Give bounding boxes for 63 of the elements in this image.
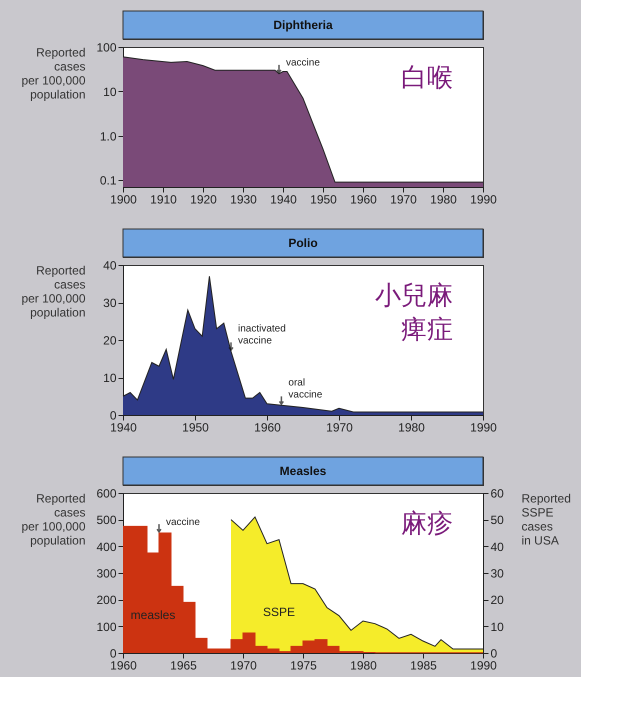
chart-title: Measles [280,464,327,478]
annotation: oral vaccine [288,377,323,400]
y-axis-title: Reported cases per 100,000 population [21,264,86,320]
y-tick-label: 20 [103,334,117,348]
y-tick-label: 0 [110,408,117,422]
y-tick-label: 30 [103,296,117,310]
x-tick-label: 1990 [470,658,498,672]
x-tick-label: 1985 [410,658,438,672]
y-tick-label: 300 [96,566,117,580]
x-tick-label: 1980 [430,192,458,206]
y-tick-label: 10 [103,84,117,99]
x-tick-label: 1975 [290,658,318,672]
x-tick-label: 1960 [350,192,378,206]
x-tick-label: 1940 [110,420,138,434]
x-tick-label: 1910 [150,192,178,206]
x-tick-label: 1990 [470,192,498,206]
y-tick-label: 0.1 [100,174,117,188]
x-tick-label: 1965 [170,658,198,672]
x-tick-label: 1920 [190,192,218,206]
series-label: SSPE [262,605,296,620]
y2-tick-label: 40 [490,540,504,554]
y-tick-label: 0 [110,646,117,660]
annotation: inactivated vaccine [238,323,286,346]
annotation: vaccine [286,58,320,69]
x-tick-label: 1980 [398,420,426,434]
y-tick-label: 600 [96,486,117,500]
y-axis-title: Reported cases per 100,000 population [21,492,86,548]
y2-tick-label: 30 [490,566,504,580]
x-tick-label: 1950 [182,420,210,434]
x-tick-label: 1970 [390,192,418,206]
x-tick-label: 1960 [254,420,282,434]
y-tick-label: 500 [96,513,117,528]
y-tick-label: 1.0 [100,129,117,144]
y2-tick-label: 20 [490,593,504,608]
annotation: vaccine [166,517,200,528]
y2-tick-label: 50 [490,513,504,528]
annotation: 麻疹 [401,508,453,538]
y2-axis-title: Reported SSPE cases in USA [522,492,571,548]
annotation: 痺症 [401,314,453,344]
y-tick-label: 200 [96,593,117,608]
y-tick-label: 400 [96,540,117,554]
y-tick-label: 40 [103,258,117,272]
annotation: 白喉 [401,62,453,92]
x-tick-label: 1970 [326,420,354,434]
y2-tick-label: 10 [490,620,504,634]
x-tick-label: 1960 [110,658,138,672]
x-tick-label: 1950 [310,192,338,206]
y-tick-label: 100 [96,40,117,54]
x-tick-label: 1970 [230,658,258,672]
y-tick-label: 10 [103,371,117,385]
chart-title: Diphtheria [273,18,333,32]
x-tick-label: 1940 [270,192,298,206]
annotation: 小兒麻 [375,280,453,310]
series-label: measles [130,608,176,622]
chart-title: Polio [288,236,318,250]
x-tick-label: 1930 [230,192,258,206]
x-tick-label: 1900 [110,192,138,206]
y2-tick-label: 60 [490,486,504,500]
y2-tick-label: 0 [490,646,498,660]
y-axis-title: Reported cases per 100,000 population [21,46,86,102]
y-tick-label: 100 [96,620,117,634]
x-tick-label: 1990 [470,420,498,434]
x-tick-label: 1980 [350,658,378,672]
